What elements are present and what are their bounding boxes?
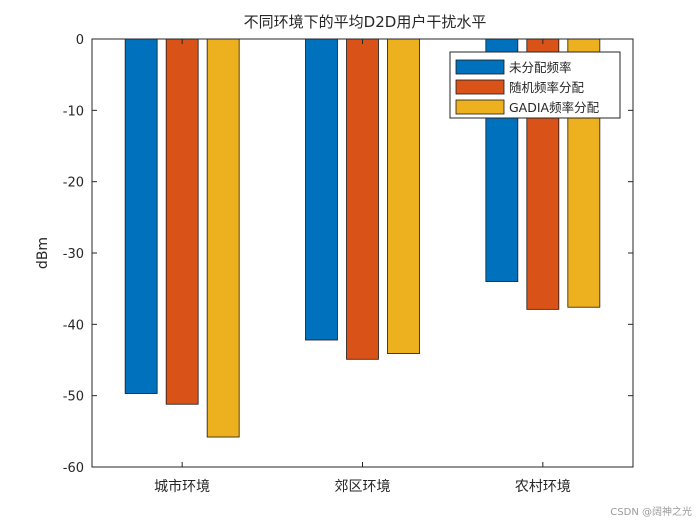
bar [346, 38, 379, 360]
x-tick-label: 郊区环境 [335, 478, 391, 495]
y-tick-label: 0 [76, 33, 84, 48]
bar [305, 38, 338, 341]
legend-label: 未分配频率 [509, 60, 572, 75]
y-tick-label: -50 [63, 390, 84, 405]
legend-swatch [455, 79, 505, 95]
bar [165, 38, 199, 405]
y-tick-label: -40 [63, 318, 84, 333]
bar [387, 38, 420, 354]
y-axis: 0 -10 -20 -30 -40 -50 -60 [63, 33, 633, 476]
bar [124, 38, 158, 394]
x-axis: 城市环境 郊区环境 农村环境 [154, 39, 571, 495]
bar [206, 38, 240, 438]
y-tick-label: -20 [63, 176, 84, 191]
legend-swatch [455, 59, 505, 75]
watermark-text: CSDN @阔神之光 [610, 505, 692, 518]
y-tick-label: -30 [63, 247, 84, 262]
legend-swatch [455, 99, 505, 115]
legend-label: GADIA频率分配 [509, 100, 600, 115]
x-tick-label: 城市环境 [154, 478, 210, 495]
x-tick-label: 农村环境 [515, 479, 571, 495]
legend-label: 随机频率分配 [509, 80, 585, 95]
y-tick-label: -60 [63, 461, 84, 476]
chart-title: 不同环境下的平均D2D用户干扰水平 [244, 13, 487, 31]
y-axis-label: dBm [35, 237, 51, 269]
y-tick-label: -10 [63, 104, 84, 119]
